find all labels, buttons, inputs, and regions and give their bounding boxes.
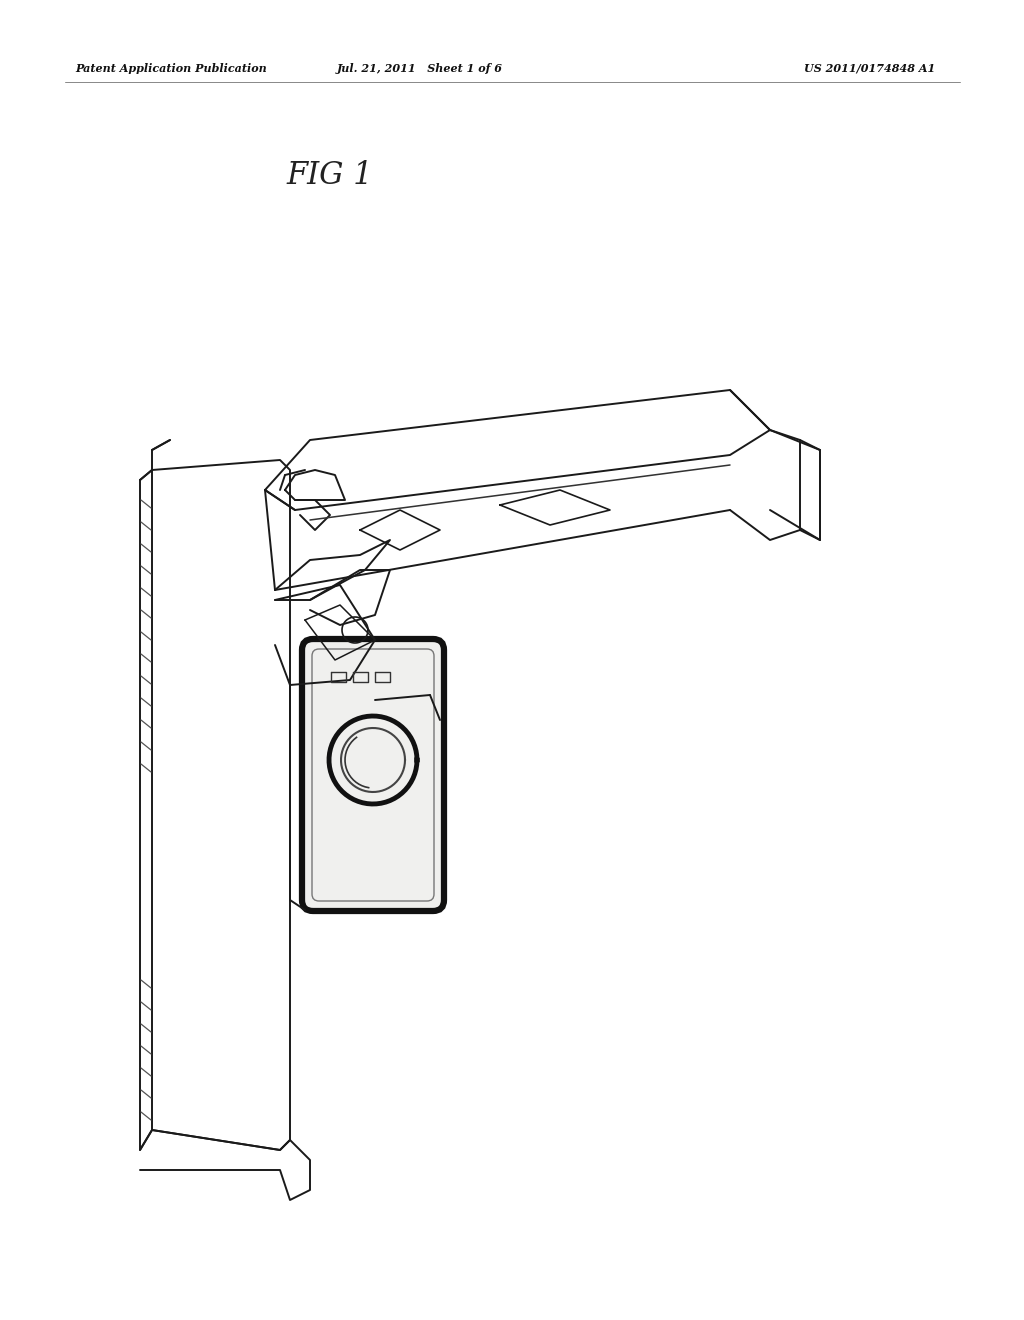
FancyBboxPatch shape	[302, 639, 444, 911]
Text: Patent Application Publication: Patent Application Publication	[75, 62, 266, 74]
Text: FIG 1: FIG 1	[287, 160, 374, 190]
Text: US 2011/0174848 A1: US 2011/0174848 A1	[805, 62, 936, 74]
Text: Jul. 21, 2011   Sheet 1 of 6: Jul. 21, 2011 Sheet 1 of 6	[337, 62, 503, 74]
